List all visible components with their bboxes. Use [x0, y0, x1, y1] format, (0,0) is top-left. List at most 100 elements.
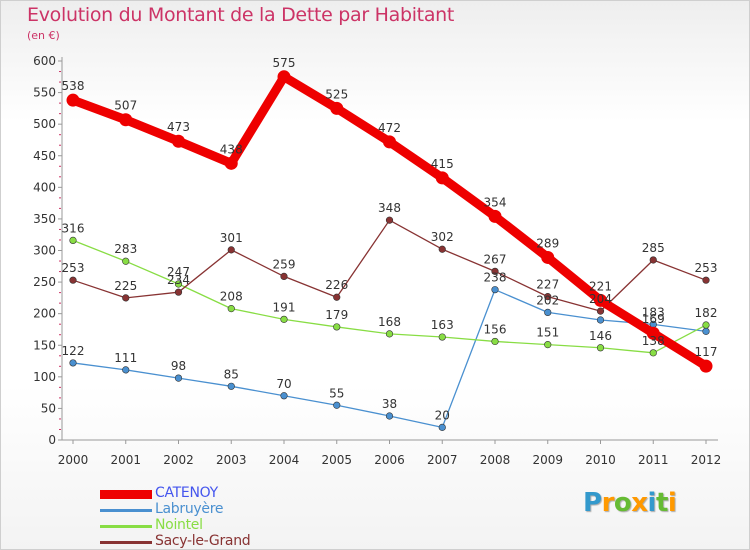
data-label: 85 [224, 367, 239, 381]
data-point-nointel [491, 337, 499, 346]
logo-letter: i [647, 488, 657, 518]
data-label: 302 [431, 230, 454, 244]
data-point-labruy-re [702, 327, 710, 335]
data-label: 301 [220, 231, 243, 245]
data-label: 156 [484, 322, 507, 336]
data-point-nointel [438, 333, 446, 341]
data-point-sacy-le-grand [69, 276, 77, 284]
data-label: 169 [642, 312, 665, 326]
data-point-catenoy [224, 156, 238, 170]
logo-letter: o [613, 488, 632, 518]
data-label: 575 [273, 56, 296, 70]
y-tick-label: 500 [33, 117, 56, 131]
proxiti-logo: Proxiti [583, 488, 677, 518]
legend-label: Sacy-le-Grand [155, 533, 251, 549]
data-point-sacy-le-grand [649, 256, 657, 264]
data-label: 472 [378, 121, 401, 135]
data-label: 348 [378, 201, 401, 215]
logo-letter: t [655, 488, 668, 518]
legend-label: Labruyère [155, 501, 224, 517]
y-tick-label: 550 [33, 86, 56, 100]
data-point-nointel [227, 305, 235, 313]
y-tick-label: 0 [48, 433, 56, 447]
data-point-labruy-re [544, 308, 552, 317]
data-point-nointel [280, 315, 288, 323]
data-point-nointel [649, 349, 657, 357]
data-point-catenoy [172, 134, 185, 148]
data-label: 55 [329, 386, 344, 400]
data-label: 253 [695, 261, 718, 275]
data-label: 538 [62, 79, 85, 93]
y-tick-label: 250 [33, 275, 56, 289]
data-label: 247 [167, 265, 190, 279]
data-point-sacy-le-grand [438, 245, 446, 253]
data-point-catenoy [330, 101, 344, 115]
data-point-labruy-re [227, 382, 235, 390]
data-label: 20 [435, 408, 450, 422]
data-label: 415 [431, 157, 454, 171]
data-label: 259 [273, 257, 296, 271]
x-tick-label: 2004 [269, 453, 300, 467]
legend-swatch [100, 524, 152, 528]
data-point-labruy-re [174, 374, 183, 382]
chart-unit-label: (en €) [27, 29, 60, 42]
data-label: 253 [62, 261, 85, 275]
data-label: 225 [114, 279, 137, 293]
data-label: 168 [378, 315, 401, 329]
data-point-catenoy [383, 135, 396, 149]
data-label: 208 [220, 290, 243, 304]
logo-letter: x [631, 488, 648, 518]
y-tick-label: 450 [33, 149, 56, 163]
data-label: 238 [484, 271, 507, 285]
data-label: 316 [62, 221, 85, 235]
data-label: 507 [114, 99, 137, 113]
x-tick-label: 2006 [374, 453, 405, 467]
legend-swatch [100, 489, 152, 499]
data-point-nointel [174, 280, 183, 288]
data-label: 234 [167, 273, 190, 287]
data-label: 438 [220, 142, 243, 156]
data-point-nointel [122, 257, 130, 265]
series-lines [66, 70, 713, 431]
data-label: 221 [589, 279, 612, 293]
data-point-labruy-re [122, 366, 130, 374]
data-point-catenoy [66, 93, 80, 107]
y-tick-label: 600 [33, 54, 56, 68]
data-point-sacy-le-grand [174, 288, 183, 296]
data-point-catenoy [277, 70, 291, 84]
data-label: 122 [62, 344, 85, 358]
x-tick-label: 2011 [638, 453, 669, 467]
data-label: 191 [273, 300, 296, 314]
data-label: 117 [695, 345, 718, 359]
x-tick-label: 2010 [585, 453, 616, 467]
data-point-sacy-le-grand [333, 293, 341, 301]
x-tick-label: 2012 [691, 453, 722, 467]
data-label: 182 [695, 306, 718, 320]
data-label: 204 [589, 292, 612, 306]
x-tick-label: 2005 [321, 453, 352, 467]
y-tick-label: 400 [33, 180, 56, 194]
data-label: 473 [167, 120, 190, 134]
x-tick-label: 2000 [58, 453, 89, 467]
data-point-labruy-re [596, 316, 605, 324]
y-tick-label: 350 [33, 212, 56, 226]
axes: 0 50 100 150 200 250 300 350 400 450 500 550 600 2000… [33, 54, 721, 467]
y-tick-label: 300 [33, 244, 56, 258]
data-point-nointel [333, 323, 341, 331]
data-label: 183 [642, 305, 665, 319]
data-point-catenoy [541, 250, 555, 264]
data-point-sacy-le-grand [122, 294, 130, 302]
data-point-sacy-le-grand [702, 276, 710, 284]
data-point-catenoy [646, 326, 660, 340]
data-label: 146 [589, 329, 612, 343]
data-point-labruy-re [69, 359, 77, 367]
data-label: 179 [325, 308, 348, 322]
x-tick-label: 2001 [110, 453, 141, 467]
chart-title: Evolution du Montant de la Dette par Hab… [27, 4, 455, 26]
data-label: 151 [536, 326, 559, 340]
data-label: 98 [171, 359, 186, 373]
data-point-nointel [544, 341, 552, 349]
x-tick-label: 2002 [163, 453, 194, 467]
